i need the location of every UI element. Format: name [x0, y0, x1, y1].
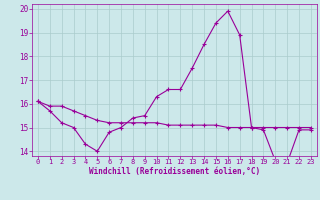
X-axis label: Windchill (Refroidissement éolien,°C): Windchill (Refroidissement éolien,°C) [89, 167, 260, 176]
